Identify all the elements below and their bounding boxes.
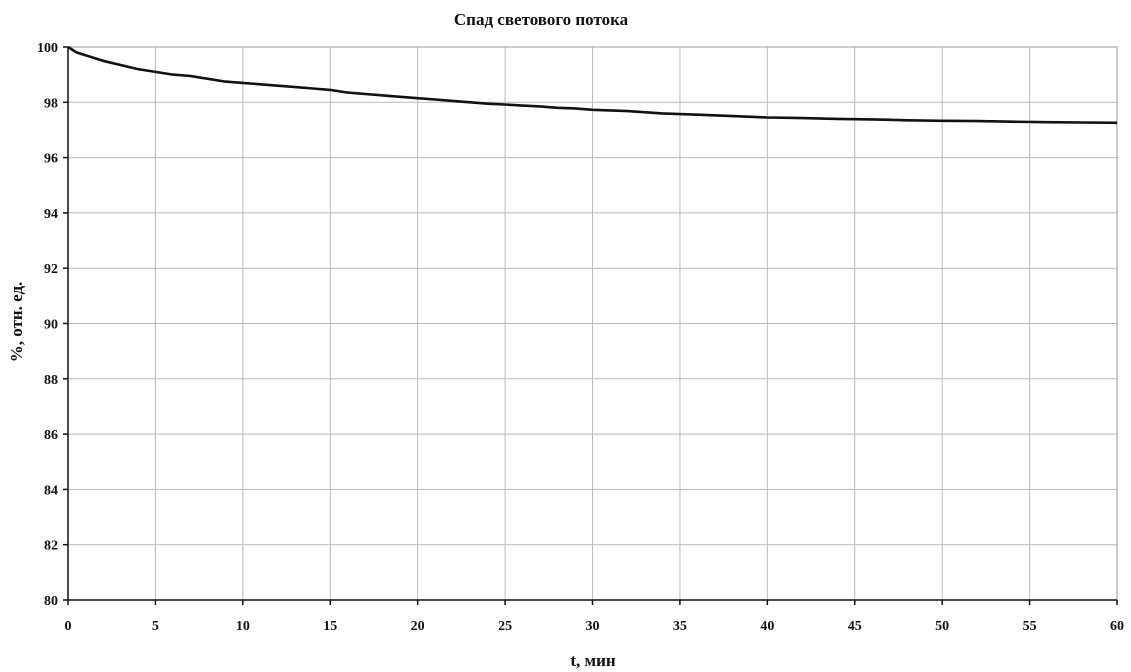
y-tick-label: 86	[44, 428, 58, 443]
x-tick-label: 10	[236, 619, 250, 634]
y-tick-label: 96	[44, 152, 58, 167]
x-tick-label: 60	[1110, 619, 1124, 634]
y-tick-label: 94	[44, 207, 58, 222]
y-tick-label: 84	[44, 483, 58, 498]
y-tick-label: 92	[44, 262, 58, 277]
x-tick-label: 55	[1023, 619, 1037, 634]
y-gridlines	[68, 101, 1117, 546]
y-tick-label: 82	[44, 539, 58, 554]
series-line	[67, 45, 1118, 125]
chart-title: Спад светового потока	[454, 10, 629, 29]
x-tick-label: 25	[498, 619, 512, 634]
x-tick-label: 30	[586, 619, 600, 634]
y-tick-labels: 80 82 84 86 88 90 92 94 96 98 100	[37, 41, 68, 609]
x-tick-label: 50	[935, 619, 949, 634]
x-tick-label: 5	[152, 619, 159, 634]
y-tick-label: 90	[44, 318, 58, 333]
x-tick-label: 20	[411, 619, 425, 634]
x-axis-label: t, мин	[570, 651, 616, 670]
x-tick-labels: 0 5 10 15 20 25 30 35 40 45 50 55 60	[65, 600, 1124, 634]
x-tick-label: 35	[673, 619, 687, 634]
y-tick-label: 80	[44, 594, 58, 609]
x-tick-label: 15	[323, 619, 337, 634]
y-tick-label: 100	[37, 41, 58, 56]
x-tick-label: 0	[65, 619, 72, 634]
y-tick-label: 98	[44, 96, 58, 111]
y-axis-label: %, отн. ед.	[7, 282, 26, 363]
y-tick-label: 88	[44, 373, 58, 388]
x-tick-label: 45	[848, 619, 862, 634]
x-tick-label: 40	[760, 619, 774, 634]
